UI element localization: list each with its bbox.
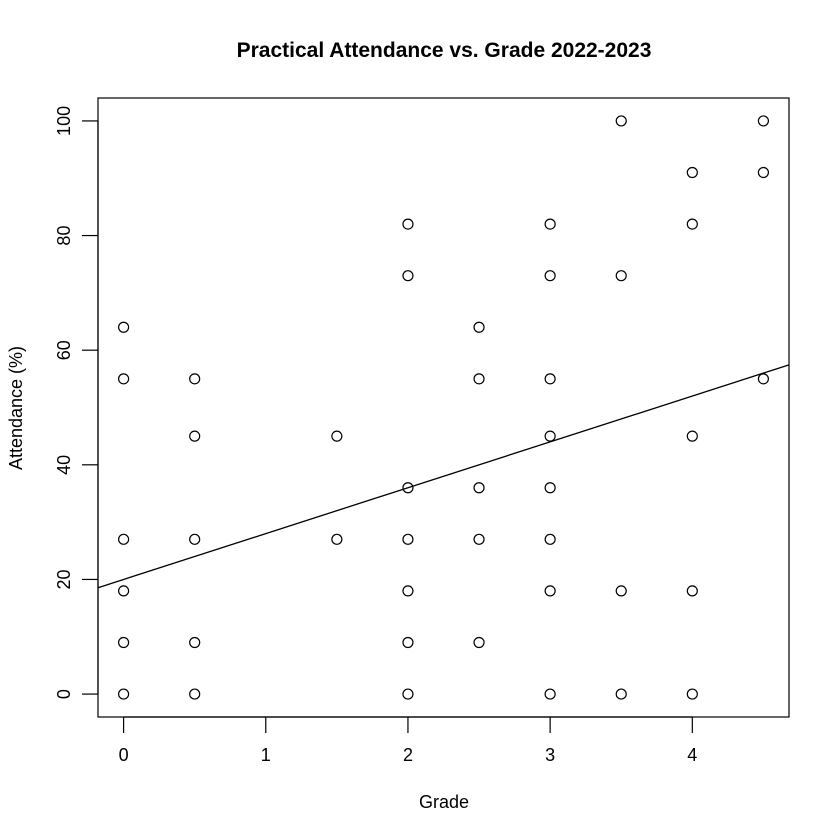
data-point — [117, 373, 130, 385]
data-point — [686, 218, 698, 230]
data-point — [473, 533, 485, 545]
data-point — [686, 430, 698, 442]
regression-line-group — [97, 364, 790, 589]
y-tick-label: 60 — [54, 340, 74, 360]
data-point — [473, 321, 485, 333]
plot-frame — [97, 97, 790, 718]
x-tick-label: 0 — [119, 745, 129, 765]
data-point — [686, 585, 698, 597]
data-point — [544, 482, 556, 494]
data-point — [117, 688, 130, 700]
data-point — [544, 533, 556, 545]
data-point — [757, 166, 770, 179]
y-axis-label: Attendance (%) — [6, 346, 26, 470]
data-point — [757, 373, 770, 385]
data-point — [331, 533, 343, 545]
data-point — [473, 373, 485, 385]
data-point — [189, 533, 201, 545]
data-point — [544, 218, 556, 230]
data-point — [544, 270, 556, 282]
data-point — [402, 585, 414, 597]
data-point — [615, 270, 627, 282]
data-point — [686, 688, 698, 700]
data-point — [686, 166, 698, 179]
data-points — [117, 115, 770, 700]
data-point — [544, 688, 556, 700]
y-tick-label: 100 — [54, 106, 74, 136]
data-point — [402, 482, 414, 494]
x-axis-label: Grade — [419, 792, 469, 812]
chart-title: Practical Attendance vs. Grade 2022-2023 — [237, 39, 652, 62]
data-point — [757, 115, 770, 127]
data-point — [402, 533, 414, 545]
data-point — [544, 373, 556, 385]
data-point — [473, 482, 485, 494]
data-point — [189, 688, 201, 700]
data-point — [117, 585, 130, 597]
data-point — [117, 533, 130, 545]
data-point — [402, 688, 414, 700]
x-tick-label: 1 — [261, 745, 271, 765]
data-point — [331, 430, 343, 442]
x-axis: 0 1 2 3 4 — [119, 716, 697, 765]
data-point — [544, 430, 556, 442]
data-point — [615, 115, 627, 127]
y-tick-label: 0 — [54, 689, 74, 699]
data-point — [402, 218, 414, 230]
x-tick-label: 4 — [687, 745, 697, 765]
x-tick-label: 2 — [403, 745, 413, 765]
y-axis: 0 20 40 60 80 100 — [54, 106, 99, 699]
data-point — [615, 585, 627, 597]
y-tick-label: 40 — [54, 455, 74, 475]
data-point — [117, 636, 130, 649]
data-point — [117, 321, 130, 333]
data-point — [402, 270, 414, 282]
data-point — [402, 636, 414, 649]
data-point — [189, 636, 201, 649]
data-point — [615, 688, 627, 700]
data-point — [544, 585, 556, 597]
y-tick-label: 80 — [54, 226, 74, 246]
y-tick-label: 20 — [54, 569, 74, 589]
regression-line — [97, 364, 790, 589]
data-point — [189, 373, 201, 385]
data-point — [473, 636, 485, 649]
data-point — [189, 430, 201, 442]
x-tick-label: 3 — [545, 745, 555, 765]
